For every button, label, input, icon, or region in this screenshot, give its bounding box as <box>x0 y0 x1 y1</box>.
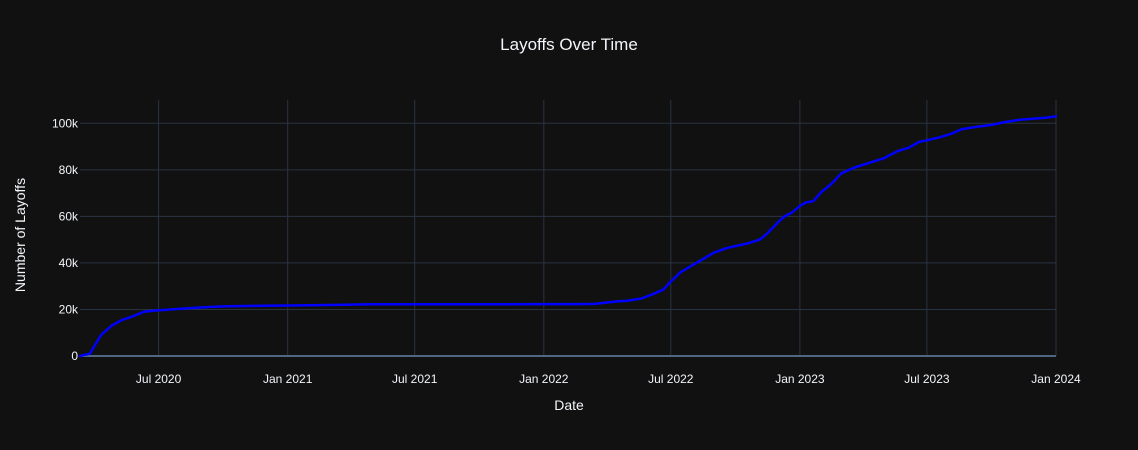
y-tick-label: 100k <box>52 116 79 130</box>
x-tick-label: Jul 2021 <box>392 372 438 386</box>
x-gridlines <box>158 100 1057 356</box>
x-tick-label: Jul 2022 <box>648 372 694 386</box>
x-tick-label: Jan 2022 <box>519 372 569 386</box>
chart-title: Layoffs Over Time <box>500 35 638 54</box>
y-tick-label: 0 <box>71 349 78 363</box>
series-line <box>78 115 1058 358</box>
series-layer <box>78 115 1058 358</box>
x-tick-label: Jan 2021 <box>263 372 313 386</box>
y-tick-label: 60k <box>59 209 79 223</box>
y-tick-labels: 0 20k 40k 60k 80k 100k <box>52 116 79 363</box>
y-tick-label: 40k <box>59 256 79 270</box>
x-tick-label: Jul 2023 <box>904 372 950 386</box>
x-tick-label: Jan 2024 <box>1031 372 1081 386</box>
x-tick-label: Jul 2020 <box>136 372 182 386</box>
y-axis-title: Number of Layoffs <box>12 178 28 292</box>
x-tick-label: Jan 2023 <box>775 372 825 386</box>
y-gridlines <box>80 122 1056 310</box>
x-tick-labels: Jul 2020 Jan 2021 Jul 2021 Jan 2022 Jul 2022… <box>136 372 1081 386</box>
x-axis-title: Date <box>554 397 584 413</box>
y-tick-label: 80k <box>59 163 79 177</box>
y-tick-label: 20k <box>59 302 79 316</box>
